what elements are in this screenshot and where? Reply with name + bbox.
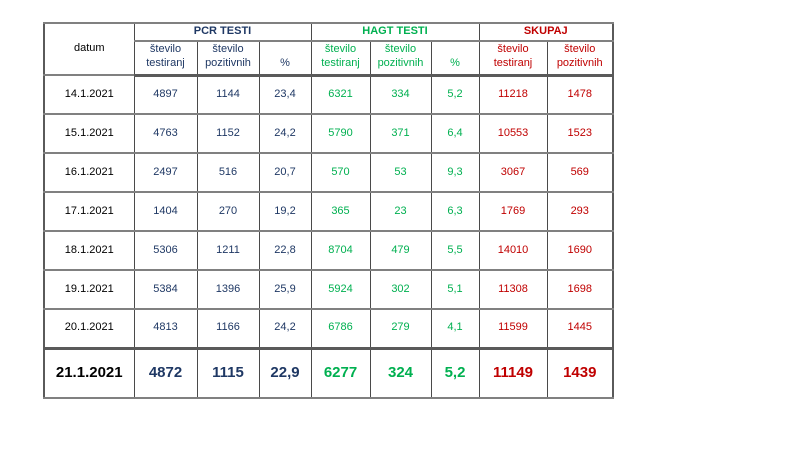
skupaj-positive-cell: 1445 bbox=[546, 308, 614, 349]
hagt-percent-cell: 5,1 bbox=[430, 269, 480, 310]
hagt-positive-cell: 279 bbox=[369, 308, 432, 349]
date-cell: 21.1.2021 bbox=[43, 346, 135, 399]
group-header-row: datum PCR TESTI HAGT TESTI SKUPAJ bbox=[43, 22, 614, 76]
date-column-header: datum bbox=[43, 22, 135, 76]
subheader-skupaj-positive: število pozitivnih bbox=[546, 40, 614, 77]
pcr-percent-cell: 22,9 bbox=[258, 346, 312, 399]
table-row: 14.1.2021 4897 1144 23,4 6321 334 5,2 11218 1478 bbox=[43, 74, 614, 115]
hagt-percent-cell: 5,5 bbox=[430, 230, 480, 271]
hagt-positive-cell: 334 bbox=[369, 74, 432, 115]
date-cell: 19.1.2021 bbox=[43, 269, 135, 310]
group-header-pcr: PCR TESTI bbox=[133, 22, 312, 42]
pcr-positive-cell: 1115 bbox=[196, 346, 260, 399]
hagt-tested-cell: 365 bbox=[310, 191, 371, 232]
skupaj-tested-cell: 11308 bbox=[478, 269, 548, 310]
pcr-tested-cell: 4813 bbox=[133, 308, 198, 349]
skupaj-tested-cell: 14010 bbox=[478, 230, 548, 271]
subheader-hagt-tested: število testiranj bbox=[310, 40, 371, 77]
subheader-hagt-positive: število pozitivnih bbox=[369, 40, 432, 77]
total-row: 21.1.2021 4872 1115 22,9 6277 324 5,2 11149 1439 bbox=[43, 346, 614, 399]
skupaj-positive-cell: 1478 bbox=[546, 74, 614, 115]
pcr-percent-cell: 24,2 bbox=[258, 308, 312, 349]
skupaj-tested-cell: 10553 bbox=[478, 113, 548, 154]
date-cell: 17.1.2021 bbox=[43, 191, 135, 232]
hagt-percent-cell: 5,2 bbox=[430, 346, 480, 399]
results-table: datum PCR TESTI HAGT TESTI SKUPAJ števil… bbox=[43, 22, 614, 399]
hagt-tested-cell: 6786 bbox=[310, 308, 371, 349]
hagt-tested-cell: 570 bbox=[310, 152, 371, 193]
subheader-pcr-tested: število testiranj bbox=[133, 40, 198, 77]
subheader-skupaj-tested: število testiranj bbox=[478, 40, 548, 77]
hagt-tested-cell: 6321 bbox=[310, 74, 371, 115]
skupaj-tested-cell: 11599 bbox=[478, 308, 548, 349]
hagt-tested-cell: 6277 bbox=[310, 346, 371, 399]
skupaj-positive-cell: 1698 bbox=[546, 269, 614, 310]
skupaj-positive-cell: 1439 bbox=[546, 346, 614, 399]
hagt-positive-cell: 302 bbox=[369, 269, 432, 310]
table-row: 15.1.2021 4763 1152 24,2 5790 371 6,4 10553 1523 bbox=[43, 113, 614, 154]
table-row: 18.1.2021 5306 1211 22,8 8704 479 5,5 14010 1690 bbox=[43, 230, 614, 271]
hagt-percent-cell: 6,3 bbox=[430, 191, 480, 232]
hagt-positive-cell: 23 bbox=[369, 191, 432, 232]
table-row: 20.1.2021 4813 1166 24,2 6786 279 4,1 11599 1445 bbox=[43, 308, 614, 349]
skupaj-tested-cell: 3067 bbox=[478, 152, 548, 193]
skupaj-tested-cell: 11149 bbox=[478, 346, 548, 399]
pcr-positive-cell: 1144 bbox=[196, 74, 260, 115]
pcr-positive-cell: 516 bbox=[196, 152, 260, 193]
group-header-skupaj: SKUPAJ bbox=[478, 22, 614, 42]
date-cell: 20.1.2021 bbox=[43, 308, 135, 349]
hagt-percent-cell: 9,3 bbox=[430, 152, 480, 193]
hagt-percent-cell: 6,4 bbox=[430, 113, 480, 154]
skupaj-positive-cell: 293 bbox=[546, 191, 614, 232]
pcr-percent-cell: 24,2 bbox=[258, 113, 312, 154]
pcr-percent-cell: 22,8 bbox=[258, 230, 312, 271]
hagt-percent-cell: 5,2 bbox=[430, 74, 480, 115]
skupaj-positive-cell: 569 bbox=[546, 152, 614, 193]
hagt-positive-cell: 479 bbox=[369, 230, 432, 271]
pcr-tested-cell: 4872 bbox=[133, 346, 198, 399]
sub-header-row: število testiranj število pozitivnih % š… bbox=[44, 40, 614, 77]
pcr-tested-cell: 4897 bbox=[133, 74, 198, 115]
skupaj-tested-cell: 1769 bbox=[478, 191, 548, 232]
pcr-percent-cell: 20,7 bbox=[258, 152, 312, 193]
hagt-positive-cell: 324 bbox=[369, 346, 432, 399]
skupaj-positive-cell: 1523 bbox=[546, 113, 614, 154]
date-cell: 18.1.2021 bbox=[43, 230, 135, 271]
pcr-percent-cell: 19,2 bbox=[258, 191, 312, 232]
pcr-positive-cell: 1396 bbox=[196, 269, 260, 310]
pcr-percent-cell: 25,9 bbox=[258, 269, 312, 310]
date-cell: 15.1.2021 bbox=[43, 113, 135, 154]
hagt-percent-cell: 4,1 bbox=[430, 308, 480, 349]
pcr-percent-cell: 23,4 bbox=[258, 74, 312, 115]
pcr-positive-cell: 1166 bbox=[196, 308, 260, 349]
hagt-tested-cell: 8704 bbox=[310, 230, 371, 271]
pcr-positive-cell: 1211 bbox=[196, 230, 260, 271]
table-row: 17.1.2021 1404 270 19,2 365 23 6,3 1769 293 bbox=[43, 191, 614, 232]
skupaj-positive-cell: 1690 bbox=[546, 230, 614, 271]
skupaj-tested-cell: 11218 bbox=[478, 74, 548, 115]
subheader-pcr-positive: število pozitivnih bbox=[196, 40, 260, 77]
subheader-pcr-percent: % bbox=[258, 40, 312, 77]
pcr-tested-cell: 4763 bbox=[133, 113, 198, 154]
hagt-positive-cell: 371 bbox=[369, 113, 432, 154]
pcr-tested-cell: 5384 bbox=[133, 269, 198, 310]
table-body: 14.1.2021 4897 1144 23,4 6321 334 5,2 11218 1478… bbox=[43, 74, 614, 399]
pcr-positive-cell: 270 bbox=[196, 191, 260, 232]
hagt-positive-cell: 53 bbox=[369, 152, 432, 193]
table-row: 19.1.2021 5384 1396 25,9 5924 302 5,1 11308 1698 bbox=[43, 269, 614, 310]
hagt-tested-cell: 5790 bbox=[310, 113, 371, 154]
pcr-tested-cell: 5306 bbox=[133, 230, 198, 271]
date-cell: 14.1.2021 bbox=[43, 74, 135, 115]
date-cell: 16.1.2021 bbox=[43, 152, 135, 193]
pcr-tested-cell: 2497 bbox=[133, 152, 198, 193]
hagt-tested-cell: 5924 bbox=[310, 269, 371, 310]
table-row: 16.1.2021 2497 516 20,7 570 53 9,3 3067 569 bbox=[43, 152, 614, 193]
table-header: datum PCR TESTI HAGT TESTI SKUPAJ števil… bbox=[43, 22, 614, 77]
pcr-tested-cell: 1404 bbox=[133, 191, 198, 232]
subheader-hagt-percent: % bbox=[430, 40, 480, 77]
pcr-positive-cell: 1152 bbox=[196, 113, 260, 154]
group-header-hagt: HAGT TESTI bbox=[310, 22, 480, 42]
